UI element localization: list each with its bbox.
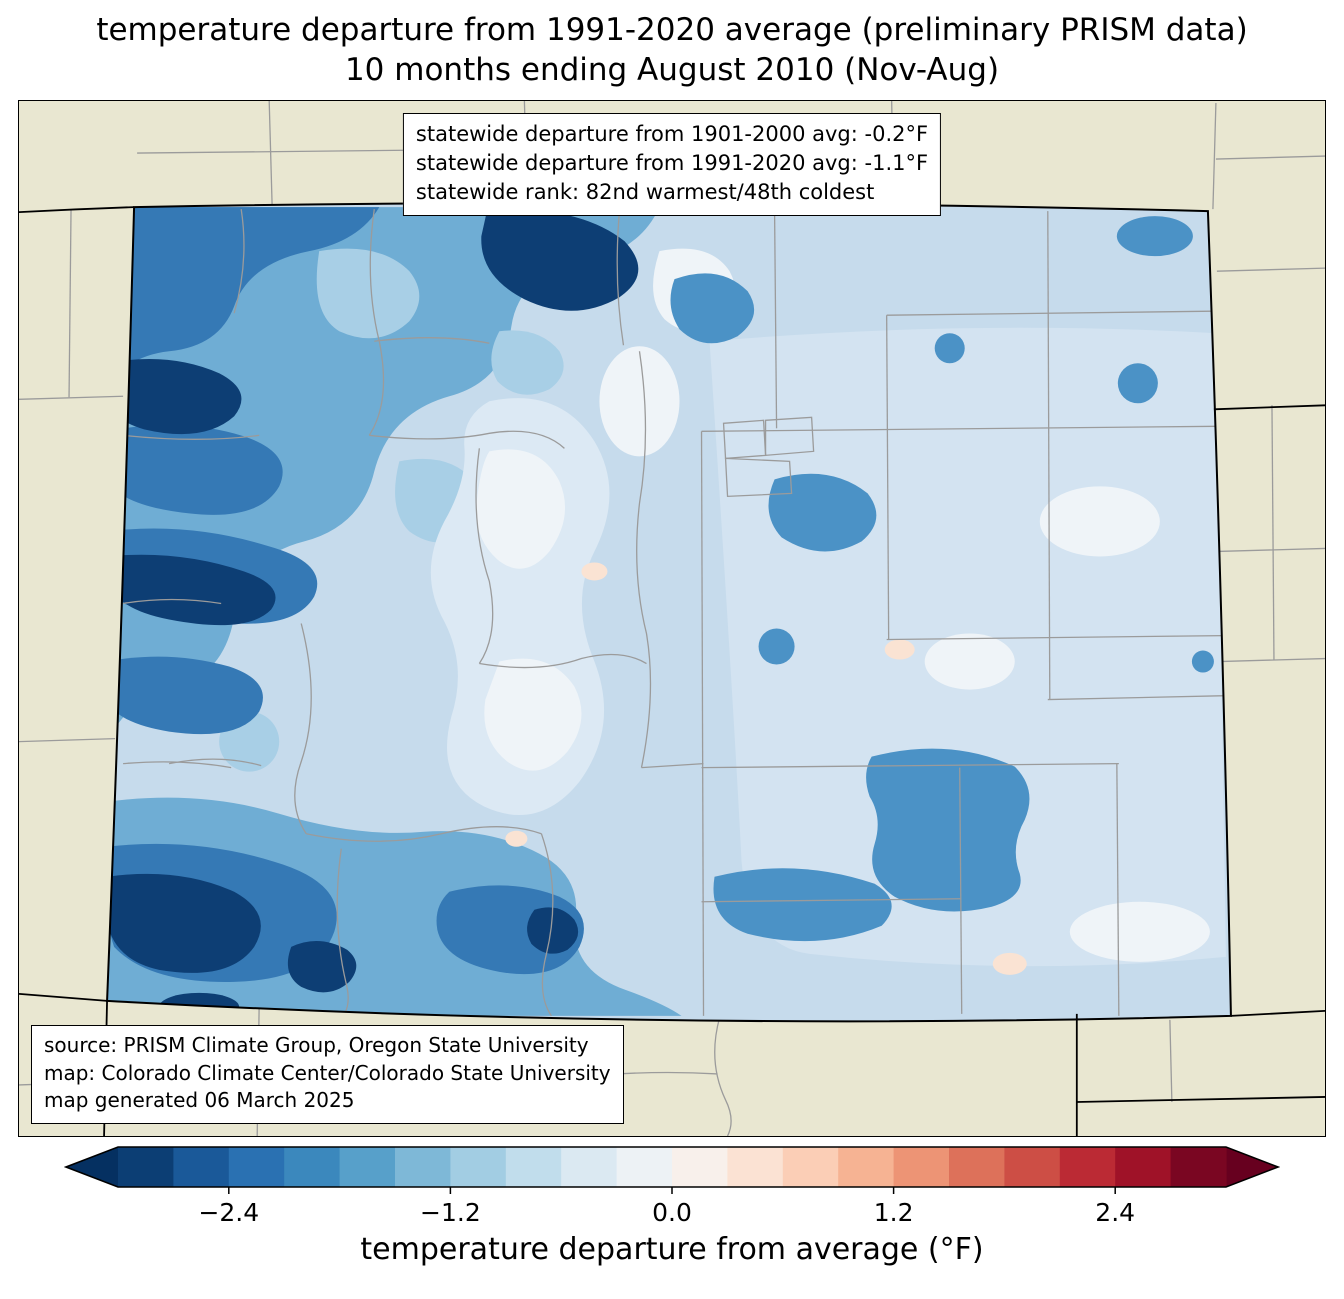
colorbar-segments	[118, 1147, 1227, 1187]
colorado-temperature-map	[19, 101, 1325, 1136]
colorado-county-lines	[122, 209, 1230, 1017]
colorbar-segment	[228, 1147, 285, 1187]
statewide-stats-box: statewide departure from 1901-2000 avg: …	[402, 113, 942, 216]
colorbar-segment	[1115, 1147, 1172, 1187]
source-line-2: map: Colorado Climate Center/Colorado St…	[44, 1060, 611, 1085]
source-attribution-box: source: PRISM Climate Group, Oregon Stat…	[31, 1025, 624, 1124]
colorbar-segment	[395, 1147, 451, 1187]
colorbar-tick-labels: −2.4 −1.2 0.0 1.2 2.4	[64, 1196, 1280, 1232]
colorbar-segment	[339, 1147, 396, 1187]
colorbar-tick-label: 1.2	[873, 1198, 914, 1227]
colorbar-segment	[1004, 1147, 1061, 1187]
colorbar-tick-label: −2.4	[198, 1198, 260, 1227]
map-frame: statewide departure from 1901-2000 avg: …	[18, 100, 1326, 1137]
colorbar-segment	[118, 1147, 174, 1187]
source-line-3: map generated 06 March 2025	[44, 1088, 355, 1113]
colorbar-segment	[672, 1147, 728, 1187]
colorbar-segment	[893, 1147, 950, 1187]
figure-title-line-1: temperature departure from 1991-2020 ave…	[96, 12, 1248, 48]
colorbar: −2.4 −1.2 0.0 1.2 2.4 temperature departure …	[64, 1146, 1280, 1267]
colorbar-tick-marks	[228, 1187, 1116, 1194]
colorbar-tick-label: 0.0	[652, 1198, 692, 1227]
figure-title: temperature departure from 1991-2020 ave…	[0, 10, 1344, 91]
colorbar-segment	[782, 1147, 839, 1187]
colorbar-svg	[64, 1146, 1280, 1194]
colorbar-segment	[838, 1147, 895, 1187]
stats-line-2: statewide departure from 1991-2020 avg: …	[415, 150, 929, 175]
colorbar-segment	[1059, 1147, 1116, 1187]
stats-line-3: statewide rank: 82nd warmest/48th coldes…	[415, 179, 875, 204]
temperature-anomaly-fill	[107, 202, 1231, 1022]
colorbar-segment	[1170, 1147, 1227, 1187]
colorbar-outline	[64, 1146, 1280, 1188]
colorbar-segment	[505, 1147, 562, 1187]
figure-title-line-2: 10 months ending August 2010 (Nov-Aug)	[344, 52, 1000, 89]
colorbar-segment	[173, 1147, 230, 1187]
colorbar-segment	[284, 1147, 341, 1187]
colorbar-under-arrow	[66, 1147, 118, 1187]
colorbar-over-arrow	[1226, 1147, 1278, 1187]
stats-line-1: statewide departure from 1901-2000 avg: …	[415, 122, 929, 146]
colorbar-tick-label: 2.4	[1095, 1198, 1136, 1227]
source-line-1: source: PRISM Climate Group, Oregon Stat…	[44, 1033, 589, 1058]
colorbar-segment	[616, 1147, 673, 1187]
colorbar-segment	[949, 1147, 1005, 1187]
colorbar-segment	[450, 1147, 507, 1187]
colorbar-label: temperature departure from average (°F)	[360, 1232, 984, 1267]
colorbar-tick-label: −1.2	[420, 1198, 481, 1227]
colorbar-segment	[727, 1147, 784, 1187]
colorbar-segment	[561, 1147, 618, 1187]
